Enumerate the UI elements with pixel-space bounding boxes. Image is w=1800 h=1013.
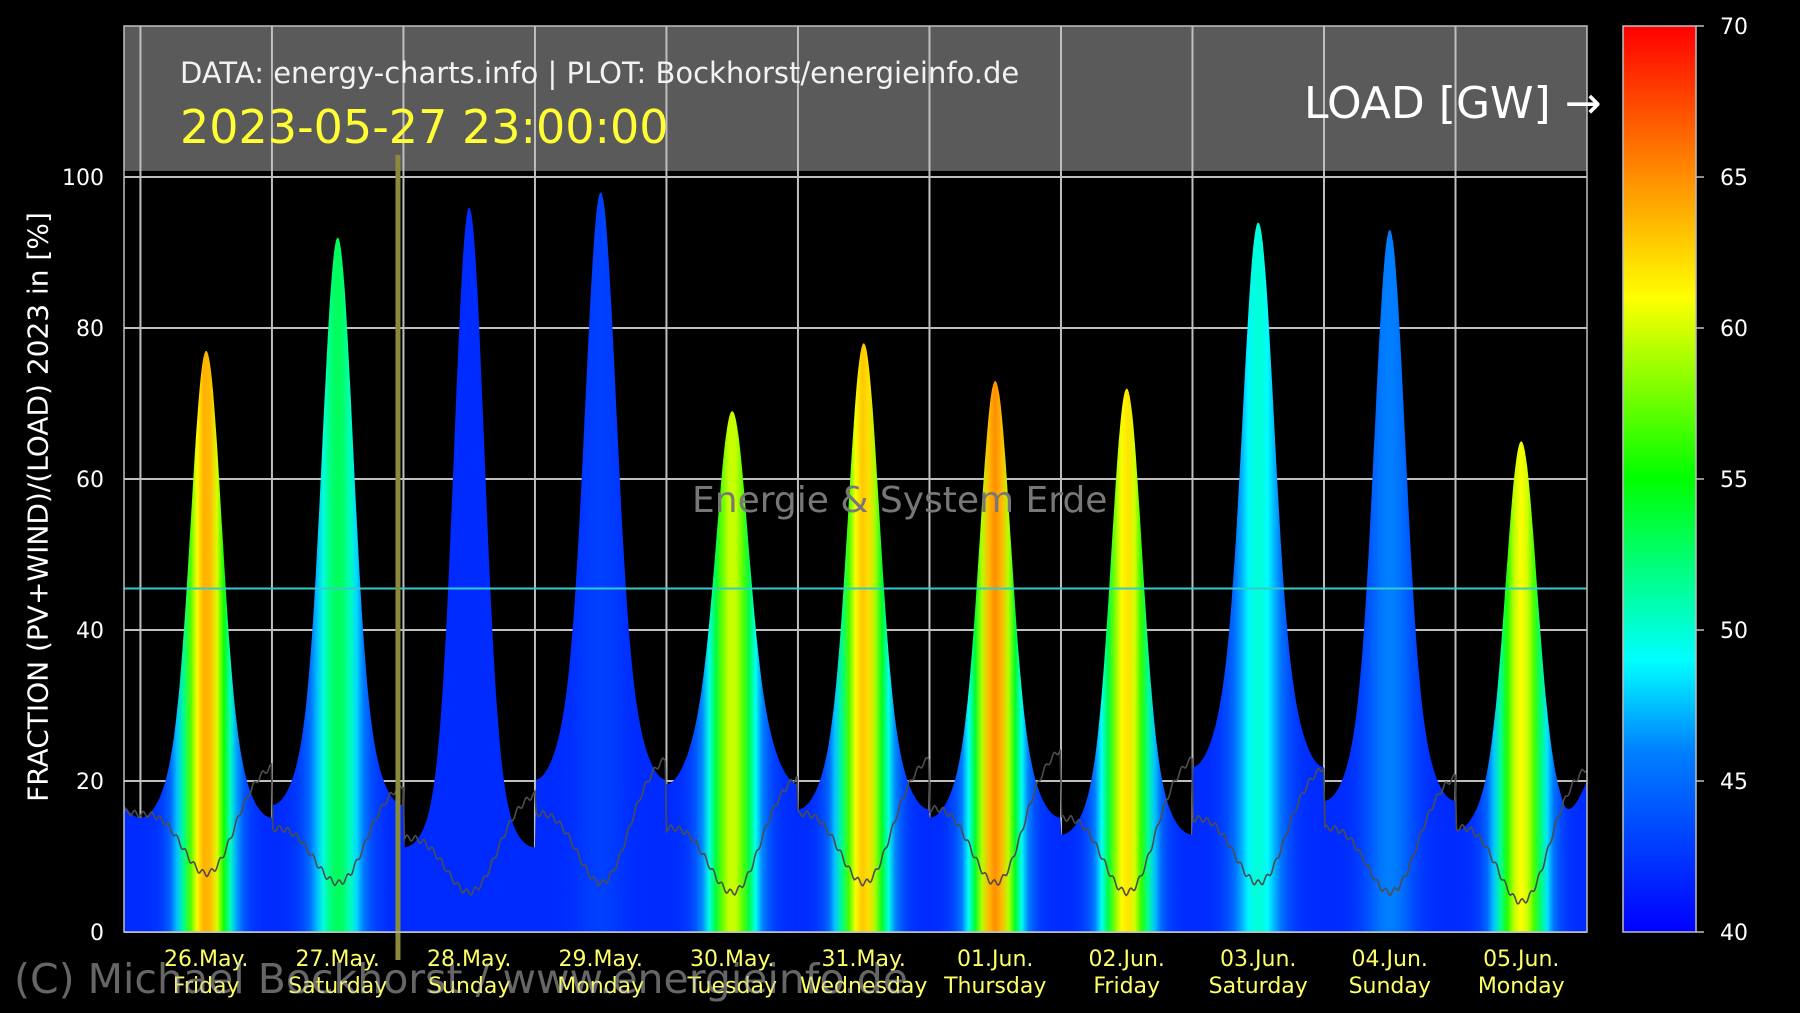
fraction-area [124, 192, 1587, 932]
x-tick-date: 27.May. [296, 947, 380, 972]
x-tick-date: 02.Jun. [1089, 947, 1165, 972]
colorbar-tick-label: 50 [1720, 619, 1748, 644]
y-tick-label: 20 [76, 770, 104, 795]
load-trace [124, 749, 1587, 905]
x-tick-weekday: Friday [1093, 974, 1160, 999]
x-tick-date: 31.May. [822, 947, 906, 972]
x-tick-date: 01.Jun. [957, 947, 1033, 972]
y-axis: 0 20 40 60 80 100 [62, 166, 104, 946]
copyright-notice: (C) Michael Bockhorst / www.energieinfo.… [14, 955, 908, 1003]
colorbar-tick-label: 55 [1720, 468, 1748, 493]
x-tick-date: 05.Jun. [1483, 947, 1559, 972]
y-tick-label: 80 [76, 317, 104, 342]
colorbar-ticks: 40 45 50 55 60 65 70 [1696, 15, 1748, 946]
colorbar-tick-label: 65 [1720, 166, 1748, 191]
x-tick-date: 29.May. [559, 947, 643, 972]
watermark: Energie & System Erde [692, 480, 1108, 521]
x-tick-date: 28.May. [427, 947, 511, 972]
x-tick-weekday: Monday [1478, 974, 1565, 999]
current-timestamp: 2023-05-27 23:00:00 [180, 100, 669, 154]
y-tick-label: 100 [62, 166, 104, 191]
x-tick-weekday: Saturday [1209, 974, 1308, 999]
x-tick-date: 30.May. [690, 947, 774, 972]
x-tick-weekday: Monday [557, 974, 644, 999]
y-tick-label: 40 [76, 619, 104, 644]
x-tick-date: 04.Jun. [1352, 947, 1428, 972]
colorbar-label: LOAD [GW] → [1304, 78, 1602, 129]
x-tick-weekday: Friday [173, 974, 240, 999]
y-tick-label: 0 [90, 921, 104, 946]
colorbar-tick-label: 60 [1720, 317, 1748, 342]
header-panel [124, 26, 1587, 171]
x-axis: 26.May.Friday27.May.Saturday28.May.Sunda… [164, 947, 1565, 999]
x-tick-weekday: Saturday [288, 974, 387, 999]
x-tick-weekday: Sunday [1349, 974, 1431, 999]
x-tick-date: 26.May. [164, 947, 248, 972]
colorbar-tick-label: 70 [1720, 15, 1748, 40]
y-axis-label: FRACTION (PV+WIND)/(LOAD) 2023 in [%] [21, 212, 55, 802]
source-credit: DATA: energy-charts.info | PLOT: Bockhor… [180, 56, 1020, 90]
colorbar-tick-label: 45 [1720, 770, 1748, 795]
x-tick-weekday: Thursday [943, 974, 1046, 999]
x-tick-weekday: Wednesday [800, 974, 927, 999]
colorbar-tick-label: 40 [1720, 921, 1748, 946]
x-tick-weekday: Sunday [428, 974, 510, 999]
plot-border [123, 25, 1588, 933]
x-tick-date: 03.Jun. [1220, 947, 1296, 972]
y-tick-label: 60 [76, 468, 104, 493]
colorbar [1622, 25, 1697, 933]
x-tick-weekday: Tuesday [686, 974, 777, 999]
